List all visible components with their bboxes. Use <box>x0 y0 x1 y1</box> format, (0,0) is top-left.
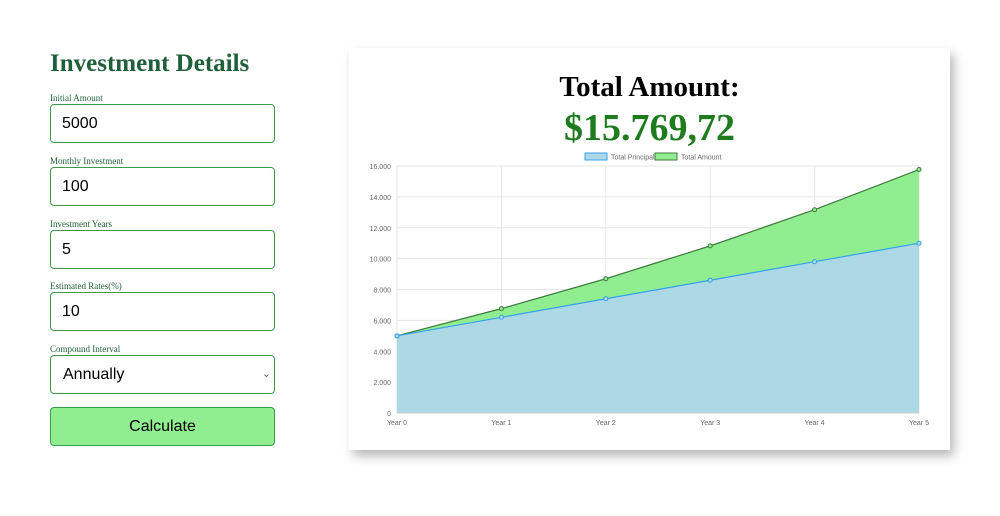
legend-swatch-total-amount <box>654 152 678 161</box>
x-tick-label: Year 2 <box>596 420 616 427</box>
investment-form: Investment Details <box>50 48 276 80</box>
investment-years-label: Investment Years <box>50 219 112 229</box>
investment-years-group: Investment Years <box>50 219 275 269</box>
monthly-investment-group: Monthly Investment <box>50 156 275 206</box>
result-card: Total Amount: $15.769,72 0 2.000 4.000 6.00… <box>349 48 950 450</box>
legend-label-total-principal: Total Principal <box>611 155 655 162</box>
legend-swatch-total-principal <box>584 152 608 161</box>
y-tick-label: 14.000 <box>370 195 392 202</box>
x-tick-label: Year 1 <box>491 420 511 427</box>
total-amount-point <box>812 207 818 213</box>
total-amount-point <box>498 306 504 312</box>
compound-interval-value: Annually <box>63 366 125 383</box>
total-amount-point <box>916 167 922 173</box>
total-principal-point <box>498 314 504 320</box>
calculate-button[interactable]: Calculate <box>50 407 275 446</box>
total-amount-title: Total Amount: <box>559 71 740 103</box>
estimated-rates-label: Estimated Rates(%) <box>50 281 122 291</box>
total-principal-point <box>394 333 400 339</box>
initial-amount-input[interactable] <box>50 104 275 143</box>
total-principal-area <box>397 243 919 413</box>
x-tick-label: Year 5 <box>909 420 929 427</box>
total-amount-value: $15.769,72 <box>564 107 735 149</box>
estimated-rates-input[interactable] <box>50 292 275 331</box>
total-amount-point <box>603 276 609 282</box>
y-tick-label: 8.000 <box>373 288 391 295</box>
x-tick-label: Year 0 <box>387 420 407 427</box>
form-title: Investment Details <box>50 50 250 77</box>
x-tick-label: Year 3 <box>700 420 720 427</box>
y-tick-label: 10.000 <box>370 257 392 264</box>
investment-years-input[interactable] <box>50 230 275 269</box>
y-tick-label: 2.000 <box>373 380 391 387</box>
compound-interval-select[interactable]: Annually ⌄ <box>50 355 275 394</box>
estimated-rates-group: Estimated Rates(%) <box>50 281 275 331</box>
x-tick-label: Year 4 <box>805 420 825 427</box>
total-principal-point <box>707 277 713 283</box>
legend-label-total-amount: Total Amount <box>681 155 722 162</box>
total-principal-point <box>812 259 818 265</box>
total-principal-point <box>916 240 922 246</box>
investment-chart: 0 2.000 4.000 6.000 8.000 10.000 12.000 14.000 1… <box>370 152 929 427</box>
monthly-investment-input[interactable] <box>50 167 275 206</box>
chevron-down-icon: ⌄ <box>261 368 271 380</box>
y-tick-label: 4.000 <box>373 349 391 356</box>
total-amount-point <box>707 243 713 249</box>
initial-amount-label: Initial Amount <box>50 93 103 103</box>
y-tick-label: 6.000 <box>373 318 391 325</box>
y-tick-label: 12.000 <box>370 226 392 233</box>
initial-amount-group: Initial Amount <box>50 93 275 143</box>
total-principal-line <box>396 242 920 337</box>
compound-interval-label: Compound Interval <box>50 344 121 354</box>
y-tick-label: 16.000 <box>370 164 392 171</box>
total-principal-point <box>603 296 609 302</box>
y-tick-label: 0 <box>387 411 391 418</box>
monthly-investment-label: Monthly Investment <box>50 156 124 166</box>
total-amount-line <box>396 168 920 337</box>
compound-interval-group: Compound Interval Annually ⌄ <box>50 344 275 394</box>
